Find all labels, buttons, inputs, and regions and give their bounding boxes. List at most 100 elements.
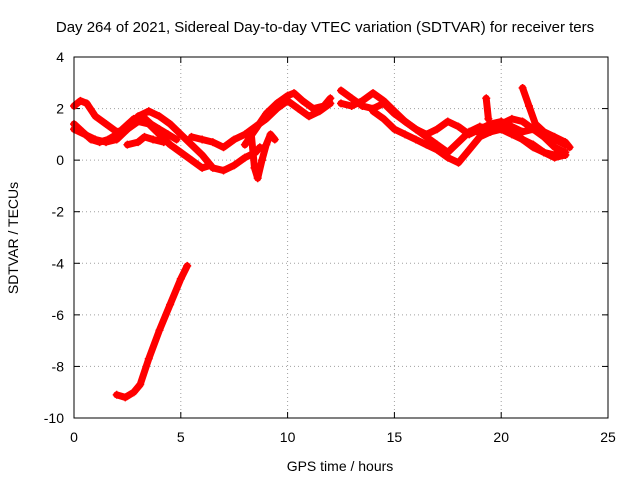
data-point [172,135,181,144]
data-point [433,125,442,134]
data-point [550,143,559,152]
data-point [102,138,111,147]
y-tick-label: -2 [52,204,65,220]
y-tick-label: 4 [56,49,64,65]
data-point [155,112,164,121]
data-point [198,163,207,172]
data-point [176,274,185,283]
data-point [337,86,345,95]
data-point [198,135,207,144]
data-point [411,125,420,134]
data-point [283,91,292,100]
data-point [290,89,299,98]
data-point [443,117,452,126]
data-point [369,89,378,98]
data-point [183,261,192,270]
x-tick-label: 0 [70,429,78,445]
data-point [531,120,540,129]
data-point [379,114,388,123]
x-tick-label: 25 [600,429,616,445]
y-axis-label: SDTVAR / TECUs [5,182,21,294]
data-point [149,135,158,144]
grid [73,56,609,419]
data-point [518,83,527,92]
series-track-13 [518,83,574,152]
data-point [465,145,474,154]
plot-frame [73,56,609,419]
data-point [146,120,155,129]
data-point [482,94,491,103]
data-point [433,145,442,154]
data-point [550,132,559,141]
series-track-7 [247,130,279,183]
x-tick-label: 20 [493,429,509,445]
data-point [272,99,281,108]
data-point [208,163,217,172]
chart-title: Day 264 of 2021, Sidereal Day-to-day VTE… [56,19,594,36]
y-tick-label: 2 [56,101,64,117]
data-point [262,140,271,149]
data-point [134,138,143,147]
data-point [347,101,356,110]
data-point [159,138,168,147]
data-point [230,161,239,170]
data-point [166,120,175,129]
series-line [241,89,334,149]
data-point [80,130,89,139]
data-point [187,132,196,141]
series-line [337,87,569,156]
data-point [155,125,164,134]
data-point [82,99,91,108]
x-tick-label: 5 [177,429,185,445]
data-point [358,96,367,105]
data-point [187,156,196,165]
data-point [484,114,493,123]
data-point [309,104,318,113]
data-point [134,112,143,121]
data-point [240,153,249,162]
data-point [337,99,345,108]
data-point [539,127,548,136]
data-point [454,138,463,147]
data-point [379,96,388,105]
data-point [176,130,185,139]
data-point [163,130,172,139]
series-line [337,89,569,156]
data-point [347,94,356,103]
y-tick-label: 0 [56,152,64,168]
data-point [219,166,228,175]
data-point [524,101,533,110]
y-tick-label: -6 [52,307,65,323]
x-tick-label: 15 [387,429,403,445]
data-point [155,326,164,335]
data-point [250,163,259,172]
data-point [507,114,516,123]
data-point [454,122,463,131]
data-point [187,140,196,149]
data-point [518,135,527,144]
y-tick-label: -10 [44,410,64,426]
data-point [422,130,431,139]
data-point [454,158,463,167]
data-point [422,140,431,149]
data-point [247,130,256,139]
data-point [390,125,399,134]
series-track-4 [123,132,168,149]
series-track-14 [112,261,192,402]
data-point [326,94,335,103]
data-point [91,112,100,121]
data-point [319,101,328,110]
series-track-12 [482,94,493,123]
data-point [475,130,484,139]
data-point [257,156,266,165]
series-track-11 [475,122,570,162]
y-tick-label: -4 [52,255,65,271]
data-point [262,109,271,118]
data-point [369,107,378,116]
data-point [486,127,495,136]
data-point [144,107,153,116]
data-point [518,117,527,126]
data-point [266,130,275,139]
data-point [411,135,420,144]
